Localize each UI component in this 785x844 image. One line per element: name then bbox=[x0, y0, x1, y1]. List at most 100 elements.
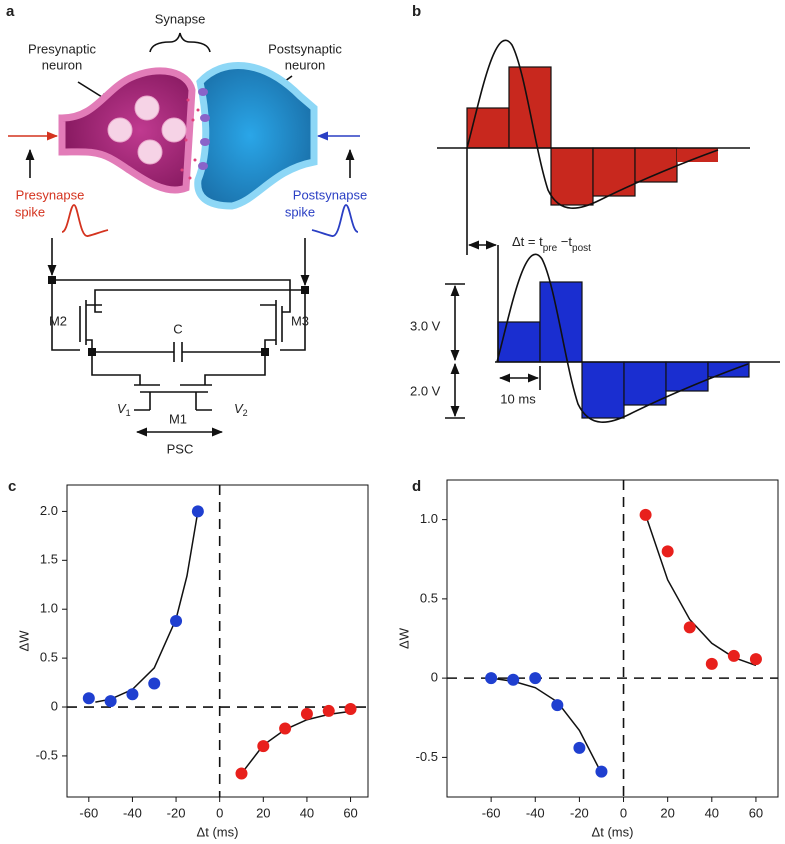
y-tick-label: 1.5 bbox=[40, 552, 58, 567]
post-pulse bbox=[497, 281, 750, 419]
point bbox=[749, 653, 762, 666]
point bbox=[126, 688, 139, 701]
label: V1 bbox=[117, 401, 131, 418]
point bbox=[639, 508, 652, 521]
subscript: post bbox=[572, 243, 591, 254]
x-tick-label: -60 bbox=[482, 805, 501, 820]
brace bbox=[149, 32, 211, 53]
y-tick-label: 0 bbox=[431, 670, 438, 685]
subscript: pre bbox=[543, 243, 558, 254]
label: V2 bbox=[234, 401, 248, 418]
point bbox=[705, 657, 718, 670]
point bbox=[235, 767, 248, 780]
panel-label: d bbox=[412, 478, 421, 495]
point bbox=[170, 614, 183, 627]
plot-frame bbox=[66, 484, 369, 798]
label: 3.0 V bbox=[410, 318, 441, 333]
point bbox=[148, 677, 161, 690]
y-axis-label: ΔW bbox=[396, 627, 411, 649]
x-axis-label: Δt (ms) bbox=[197, 824, 239, 839]
subscript: 2 bbox=[243, 408, 248, 418]
node bbox=[48, 276, 56, 284]
point bbox=[82, 692, 95, 705]
y-tick-label: 1.0 bbox=[40, 601, 58, 616]
panel-label: a bbox=[6, 3, 15, 20]
panel-label: c bbox=[8, 478, 16, 495]
point bbox=[551, 699, 564, 712]
label: Postsynaptic bbox=[268, 41, 342, 56]
text: Δt = t bbox=[512, 234, 543, 249]
symbol: V bbox=[234, 401, 244, 416]
point bbox=[279, 722, 292, 735]
fit-curve bbox=[644, 514, 757, 667]
point bbox=[727, 649, 740, 662]
subscript: 1 bbox=[126, 408, 131, 418]
label: spike bbox=[15, 204, 45, 219]
label: Synapse bbox=[155, 11, 206, 26]
label: PSC bbox=[167, 441, 194, 456]
x-tick-label: 20 bbox=[256, 805, 270, 820]
point bbox=[344, 702, 357, 715]
circuit bbox=[47, 238, 310, 437]
fit-curve bbox=[95, 511, 199, 703]
point bbox=[529, 672, 542, 685]
waveform bbox=[496, 253, 749, 423]
point bbox=[507, 673, 520, 686]
label: M1 bbox=[169, 411, 187, 426]
x-tick-label: -20 bbox=[167, 805, 186, 820]
label: M2 bbox=[49, 313, 67, 328]
charts: c -60 -40 -20 0 20 40 60 -0.5 0 0.5 1.0 1.5 2.0 Δt (ms… bbox=[8, 478, 779, 839]
label: neuron bbox=[285, 57, 325, 72]
x-tick-label: 0 bbox=[216, 805, 223, 820]
point bbox=[300, 707, 313, 720]
label: Presynapse bbox=[16, 187, 85, 202]
y-axis-label: ΔW bbox=[16, 630, 31, 652]
y-tick-label: 1.0 bbox=[420, 511, 438, 526]
y-tick-label: 0.5 bbox=[40, 650, 58, 665]
x-tick-label: -40 bbox=[123, 805, 142, 820]
x-tick-label: -40 bbox=[526, 805, 545, 820]
text: −t bbox=[557, 234, 572, 249]
node bbox=[301, 286, 309, 294]
node bbox=[261, 348, 269, 356]
plot-frame bbox=[446, 479, 779, 798]
panel-label: b bbox=[412, 3, 421, 20]
spike bbox=[61, 204, 109, 237]
label: neuron bbox=[42, 57, 82, 72]
x-tick-label: -60 bbox=[79, 805, 98, 820]
label: 10 ms bbox=[500, 391, 536, 406]
label: Postsynapse bbox=[293, 187, 367, 202]
symbol: V bbox=[117, 401, 127, 416]
neurotransmitters bbox=[180, 98, 200, 180]
point bbox=[661, 545, 674, 558]
x-tick-label: 40 bbox=[705, 805, 719, 820]
label: spike bbox=[285, 204, 315, 219]
point bbox=[595, 765, 608, 778]
point bbox=[683, 621, 696, 634]
x-tick-label: 0 bbox=[620, 805, 627, 820]
fit-curve bbox=[491, 677, 603, 774]
x-axis-label: Δt (ms) bbox=[592, 824, 634, 839]
point bbox=[573, 741, 586, 754]
pre-pulse bbox=[466, 66, 718, 206]
panel-b: b Δt = tpre −tpost 3.0 V 2.0 V 10 ms bbox=[410, 3, 780, 423]
x-tick-label: 60 bbox=[749, 805, 763, 820]
y-tick-label: -0.5 bbox=[36, 747, 58, 762]
label: Δt = tpre −tpost bbox=[512, 234, 591, 253]
x-tick-label: 60 bbox=[343, 805, 357, 820]
point bbox=[322, 704, 335, 717]
y-tick-label: 2.0 bbox=[40, 503, 58, 518]
vesicles bbox=[107, 95, 187, 165]
label: M3 bbox=[291, 313, 309, 328]
x-tick-label: 20 bbox=[660, 805, 674, 820]
label: C bbox=[173, 321, 182, 336]
y-tick-label: 0 bbox=[51, 698, 58, 713]
node bbox=[88, 348, 96, 356]
x-tick-label: 40 bbox=[300, 805, 314, 820]
y-tick-label: 0.5 bbox=[420, 590, 438, 605]
waveform bbox=[466, 39, 719, 209]
point bbox=[191, 505, 204, 518]
postsynaptic-neuron bbox=[194, 62, 318, 210]
